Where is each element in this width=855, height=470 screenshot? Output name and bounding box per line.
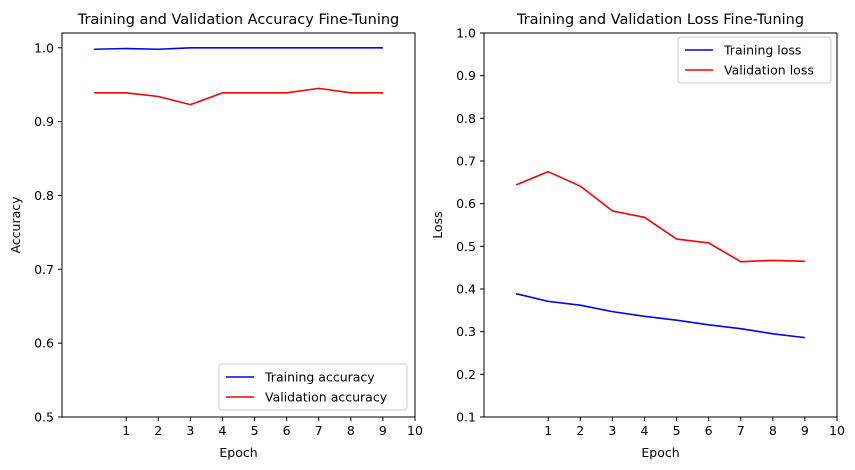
y-tick-label: 0.3 (456, 324, 476, 339)
x-tick-label: 5 (673, 423, 681, 438)
x-tick-label: 3 (186, 423, 194, 438)
y-tick-label: 1.0 (456, 26, 476, 41)
legend: Training accuracy Validation accuracy (218, 363, 408, 411)
series-line-training-loss (515, 292, 806, 339)
x-tick-label: 6 (283, 423, 291, 438)
y-tick-label: 0.6 (34, 336, 54, 351)
x-tick-label: 2 (154, 423, 162, 438)
y-tick-label: 0.9 (456, 68, 476, 83)
x-tick-label: 10 (829, 423, 845, 438)
chart-title: Training and Validation Loss Fine-Tuning (516, 12, 804, 28)
x-tick-label: 8 (769, 423, 777, 438)
x-tick-label: 5 (251, 423, 259, 438)
y-tick-label: 0.7 (34, 262, 54, 277)
x-tick-label: 7 (315, 423, 323, 438)
y-tick-label: 1.0 (34, 40, 54, 55)
x-axis-label: Epoch (219, 445, 257, 460)
x-axis-label: Epoch (641, 445, 679, 460)
y-tick-label: 0.7 (456, 154, 476, 169)
x-tick-label: 8 (347, 423, 355, 438)
y-axis-label: Accuracy (8, 196, 23, 254)
x-tick-label: 2 (576, 423, 584, 438)
y-tick-label: 0.1 (456, 410, 476, 425)
x-tick-label: 4 (640, 423, 648, 438)
plot-area (483, 32, 838, 418)
y-tick-label: 0.8 (34, 188, 54, 203)
legend-label: Validation loss (724, 63, 814, 78)
series-line-training-accuracy (94, 46, 383, 51)
x-tick-label: 6 (705, 423, 713, 438)
legend-label: Validation accuracy (265, 390, 388, 405)
x-tick-label: 7 (737, 423, 745, 438)
accuracy-chart: 1 2 3 4 5 6 7 8 9 10 0.5 0.6 0.7 0.8 0.9 1.0 Training an… (8, 12, 423, 460)
plot-area (61, 32, 416, 418)
x-tick-label: 10 (407, 423, 423, 438)
y-tick-label: 0.5 (456, 239, 476, 254)
x-tick-label: 4 (218, 423, 226, 438)
series-line-validation-accuracy (94, 87, 383, 106)
y-tick-label: 0.4 (456, 282, 476, 297)
x-tick-label: 3 (608, 423, 616, 438)
y-tick-label: 0.8 (456, 111, 476, 126)
x-tick-label: 9 (379, 423, 387, 438)
legend-label: Training accuracy (264, 370, 375, 385)
x-tick-label: 9 (801, 423, 809, 438)
y-tick-label: 0.9 (34, 114, 54, 129)
legend-box (218, 363, 408, 411)
y-axis-label: Loss (430, 211, 445, 238)
y-tick-label: 0.2 (456, 367, 476, 382)
legend-box (677, 36, 832, 84)
legend: Training loss Validation loss (677, 36, 832, 84)
y-tick-label: 0.5 (34, 410, 54, 425)
x-tick-label: 1 (122, 423, 130, 438)
chart-title: Training and Validation Accuracy Fine-Tu… (77, 12, 400, 28)
loss-chart: 1 2 3 4 5 6 7 8 9 10 0.1 0.2 0.3 0.4 0.5 0.6 0.7 0.8 0.9 1.… (430, 12, 845, 460)
x-tick-label: 1 (544, 423, 552, 438)
legend-label: Training loss (723, 43, 801, 58)
y-tick-label: 0.6 (456, 196, 476, 211)
series-line-validation-loss (515, 170, 805, 263)
